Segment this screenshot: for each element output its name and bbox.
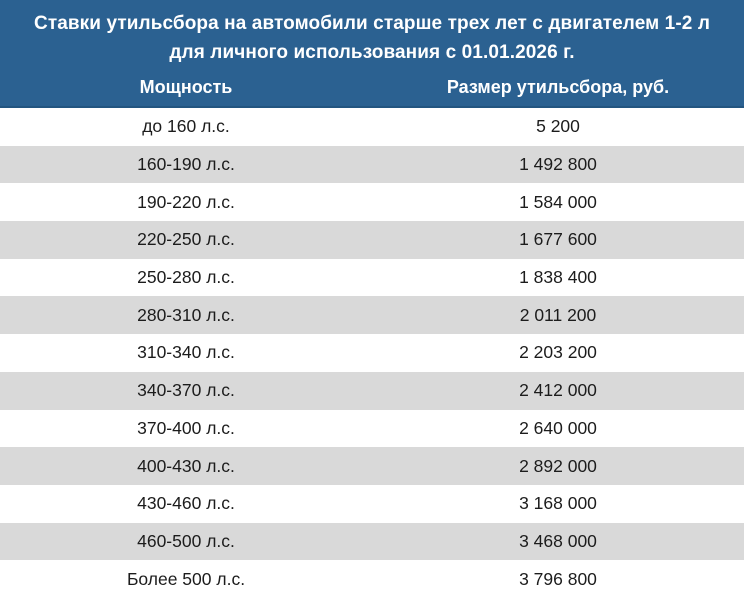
power-cell: 370-400 л.с. xyxy=(137,417,235,438)
fee-cell: 5 200 xyxy=(536,116,580,137)
power-cell: 190-220 л.с. xyxy=(137,191,235,212)
power-cell: 160-190 л.с. xyxy=(137,154,235,175)
fee-cell: 3 468 000 xyxy=(519,530,597,551)
table-row: 460-500 л.с. 3 468 000 xyxy=(0,522,744,561)
power-cell: 400-430 л.с. xyxy=(137,455,235,476)
column-header-power: Мощность xyxy=(139,77,233,97)
page-title: Ставки утильсбора на автомобили старше т… xyxy=(0,10,744,67)
fee-cell: 2 412 000 xyxy=(519,380,597,401)
power-cell: 310-340 л.с. xyxy=(137,342,235,363)
power-cell: 430-460 л.с. xyxy=(137,493,235,514)
power-cell: Более 500 л.с. xyxy=(126,568,246,589)
table-row: 190-220 л.с. 1 584 000 xyxy=(0,183,744,222)
fee-cell: 2 203 200 xyxy=(519,342,597,363)
table-row: 400-430 л.с. 2 892 000 xyxy=(0,447,744,485)
table-row: 280-310 л.с. 2 011 200 xyxy=(0,296,744,335)
table-row: Более 500 л.с. 3 796 800 xyxy=(0,560,744,598)
fee-cell: 3 796 800 xyxy=(519,568,597,589)
table-row: 220-250 л.с. 1 677 600 xyxy=(0,221,744,259)
power-cell: 280-310 л.с. xyxy=(137,304,235,325)
table-row: 340-370 л.с. 2 412 000 xyxy=(0,371,744,410)
fee-cell: 1 677 600 xyxy=(519,229,597,250)
table-row: 160-190 л.с. 1 492 800 xyxy=(0,145,744,184)
fee-cell: 3 168 000 xyxy=(519,493,597,514)
table-row: 250-280 л.с. 1 838 400 xyxy=(0,258,744,297)
column-header-fee: Размер утильсбора, руб. xyxy=(446,77,670,97)
power-cell: 220-250 л.с. xyxy=(137,229,235,250)
fee-cell: 1 838 400 xyxy=(519,267,597,288)
title-line-1: Ставки утильсбора на автомобили старше т… xyxy=(34,13,710,34)
table-row: 310-340 л.с. 2 203 200 xyxy=(0,334,744,372)
power-cell: 250-280 л.с. xyxy=(137,267,235,288)
fee-cell: 1 584 000 xyxy=(519,191,597,212)
title-line-2: для личного использования с 01.01.2026 г… xyxy=(169,41,575,63)
banner: Ставки утильсбора на автомобили старше т… xyxy=(0,0,744,108)
table-row: до 160 л.с. 5 200 xyxy=(0,108,744,146)
table-row: 370-400 л.с. 2 640 000 xyxy=(0,409,744,448)
table-header-row: Мощность Размер утильсбора, руб. xyxy=(0,77,744,100)
fee-cell: 2 892 000 xyxy=(519,455,597,476)
power-cell: до 160 л.с. xyxy=(142,116,230,137)
fee-cell: 2 011 200 xyxy=(519,304,597,325)
fee-cell: 1 492 800 xyxy=(519,154,597,175)
power-cell: 340-370 л.с. xyxy=(137,380,235,401)
fee-cell: 2 640 000 xyxy=(519,417,597,438)
table-row: 430-460 л.с. 3 168 000 xyxy=(0,484,744,523)
power-cell: 460-500 л.с. xyxy=(137,530,235,551)
table-body: до 160 л.с. 5 200 160-190 л.с. 1 492 800… xyxy=(0,108,744,598)
